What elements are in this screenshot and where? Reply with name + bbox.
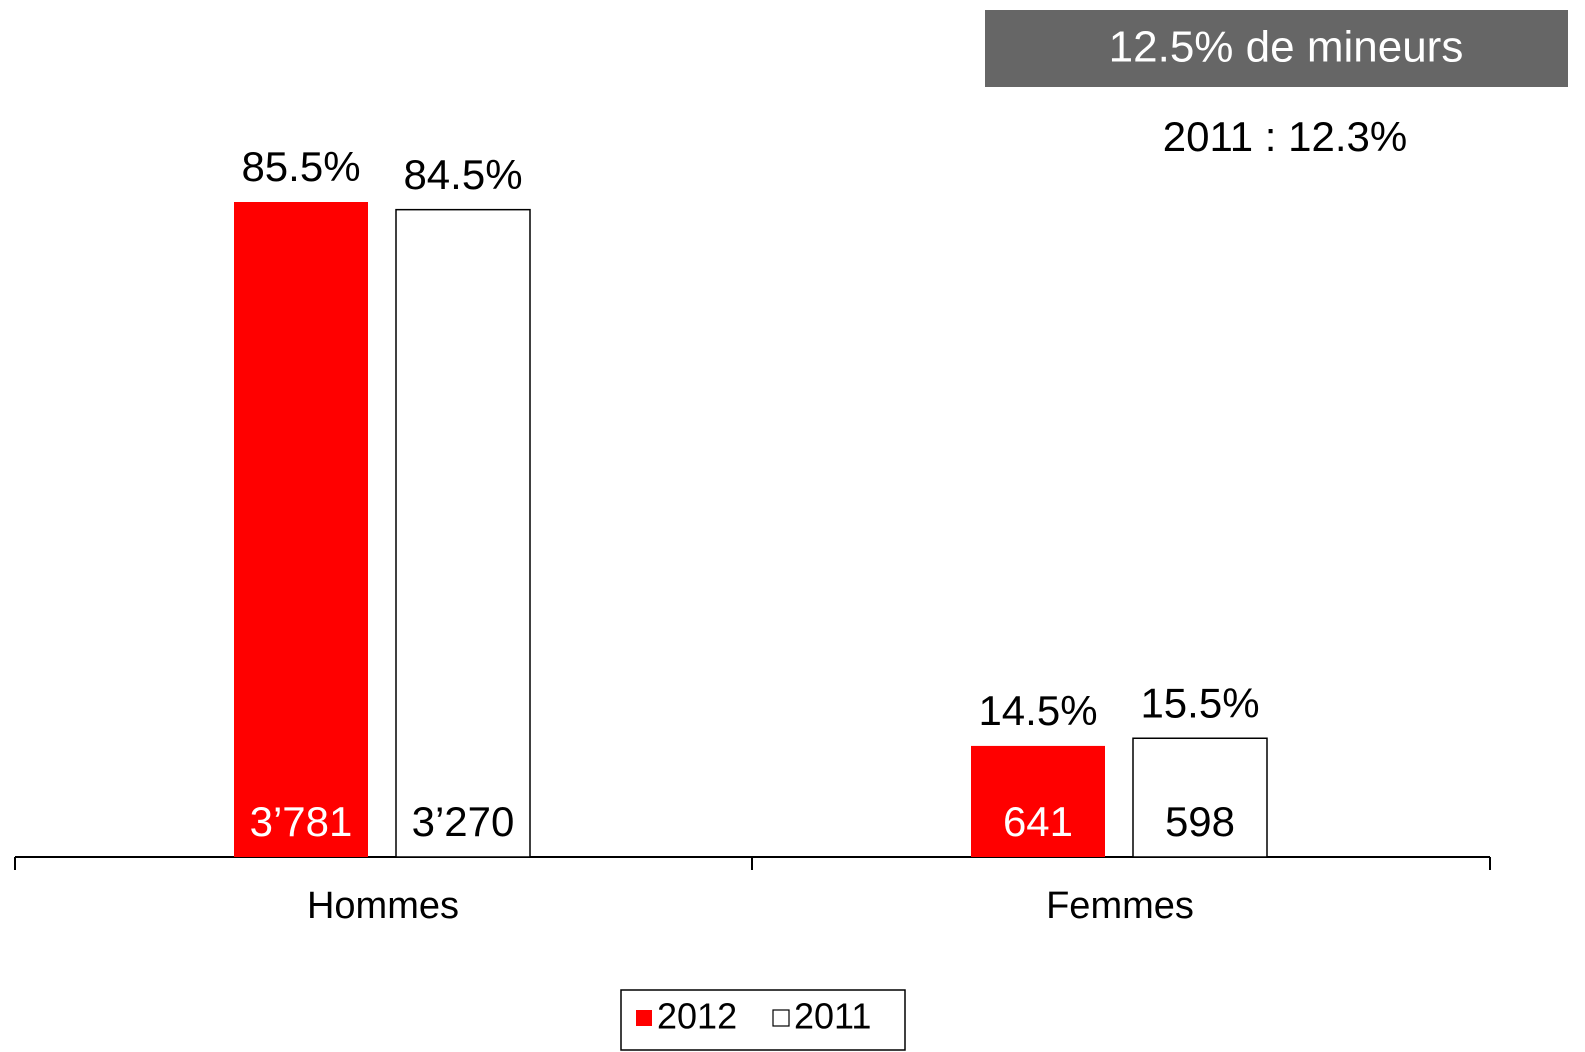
count-label: 641 — [1003, 798, 1073, 845]
annotation: 12.5% de mineurs — [1109, 23, 1464, 72]
legend — [620, 989, 906, 1051]
value-label: 14.5% — [978, 687, 1097, 734]
annotation: 2011 : 12.3% — [1163, 113, 1407, 160]
legend-label: 2012 — [657, 996, 737, 1037]
count-label: 3’270 — [412, 798, 515, 845]
legend-swatch — [772, 1009, 790, 1027]
bar — [395, 208, 531, 858]
x-tick-label: Femmes — [1046, 885, 1194, 927]
count-label: 598 — [1165, 798, 1235, 845]
legend-swatch — [636, 1010, 652, 1026]
annotation-box — [985, 10, 1568, 87]
legend-label: 2011 — [794, 996, 871, 1037]
bar — [234, 202, 368, 857]
bar — [1132, 737, 1268, 858]
value-label: 84.5% — [403, 151, 522, 198]
x-tick-label: Hommes — [307, 885, 459, 927]
count-label: 3’781 — [250, 798, 353, 845]
value-label: 15.5% — [1140, 679, 1259, 726]
value-label: 85.5% — [241, 143, 360, 190]
bar — [971, 745, 1105, 857]
